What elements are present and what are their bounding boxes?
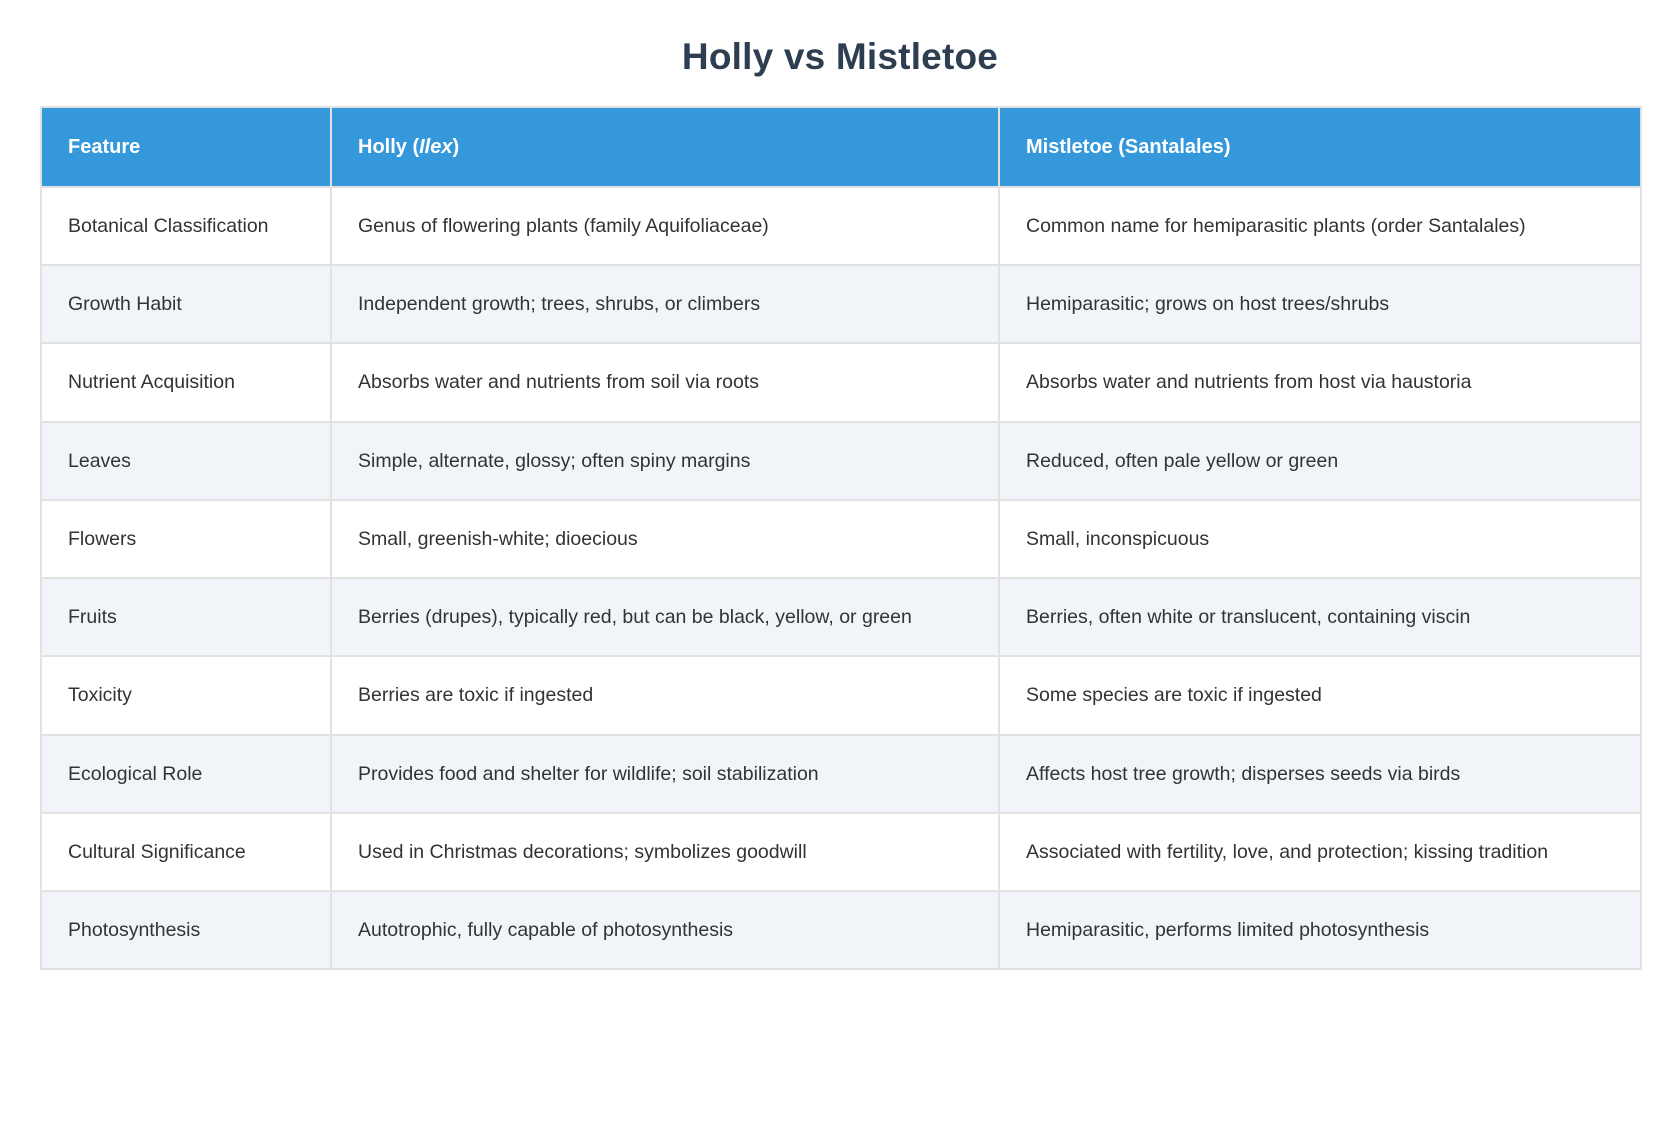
- holly-cell: Berries (drupes), typically red, but can…: [330, 577, 1000, 658]
- table-row: Photosynthesis Autotrophic, fully capabl…: [40, 889, 1642, 971]
- header-feature: Feature: [40, 106, 332, 188]
- feature-cell: Nutrient Acquisition: [40, 342, 332, 423]
- mistletoe-cell: Reduced, often pale yellow or green: [998, 420, 1642, 501]
- table-body: Botanical Classification Genus of flower…: [40, 185, 1642, 971]
- comparison-table: Feature Holly (Ilex) Mistletoe (Santalal…: [40, 106, 1642, 971]
- table-header: Feature Holly (Ilex) Mistletoe (Santalal…: [40, 106, 1642, 188]
- holly-cell: Berries are toxic if ingested: [330, 655, 1000, 736]
- header-mistletoe-label: Mistletoe (Santalales): [1026, 135, 1231, 158]
- table-row: Botanical Classification Genus of flower…: [40, 185, 1642, 267]
- holly-cell: Provides food and shelter for wildlife; …: [330, 733, 1000, 814]
- feature-cell: Cultural Significance: [40, 811, 332, 892]
- header-holly-suffix: ): [452, 135, 460, 158]
- table-row: Ecological Role Provides food and shelte…: [40, 733, 1642, 814]
- holly-cell: Independent growth; trees, shrubs, or cl…: [330, 264, 1000, 345]
- mistletoe-cell: Affects host tree growth; disperses seed…: [998, 733, 1642, 814]
- feature-cell: Botanical Classification: [40, 185, 332, 267]
- feature-cell: Flowers: [40, 498, 332, 580]
- table-row: Growth Habit Independent growth; trees, …: [40, 264, 1642, 345]
- feature-cell: Photosynthesis: [40, 889, 332, 971]
- mistletoe-cell: Berries, often white or translucent, con…: [998, 577, 1642, 658]
- holly-cell: Small, greenish-white; dioecious: [330, 498, 1000, 580]
- holly-cell: Autotrophic, fully capable of photosynth…: [330, 889, 1000, 971]
- mistletoe-cell: Associated with fertility, love, and pro…: [998, 811, 1642, 892]
- page-title: Holly vs Mistletoe: [681, 36, 999, 77]
- table-row: Nutrient Acquisition Absorbs water and n…: [40, 342, 1642, 423]
- header-feature-label: Feature: [68, 135, 141, 158]
- feature-cell: Toxicity: [40, 655, 332, 736]
- holly-cell: Simple, alternate, glossy; often spiny m…: [330, 420, 1000, 501]
- header-holly-genus: Ilex: [419, 135, 453, 158]
- holly-cell: Used in Christmas decorations; symbolize…: [330, 811, 1000, 892]
- header-holly-prefix: Holly (: [358, 135, 420, 158]
- mistletoe-cell: Absorbs water and nutrients from host vi…: [998, 342, 1642, 423]
- mistletoe-cell: Common name for hemiparasitic plants (or…: [998, 185, 1642, 267]
- mistletoe-cell: Small, inconspicuous: [998, 498, 1642, 580]
- table-row: Flowers Small, greenish-white; dioecious…: [40, 498, 1642, 580]
- mistletoe-cell: Hemiparasitic; grows on host trees/shrub…: [998, 264, 1642, 345]
- table-row: Fruits Berries (drupes), typically red, …: [40, 577, 1642, 658]
- feature-cell: Ecological Role: [40, 733, 332, 814]
- table-row: Leaves Simple, alternate, glossy; often …: [40, 420, 1642, 501]
- header-holly: Holly (Ilex): [330, 106, 1000, 188]
- holly-cell: Absorbs water and nutrients from soil vi…: [330, 342, 1000, 423]
- mistletoe-cell: Some species are toxic if ingested: [998, 655, 1642, 736]
- feature-cell: Growth Habit: [40, 264, 332, 345]
- header-mistletoe: Mistletoe (Santalales): [998, 106, 1642, 188]
- holly-cell: Genus of flowering plants (family Aquifo…: [330, 185, 1000, 267]
- table-row: Toxicity Berries are toxic if ingested S…: [40, 655, 1642, 736]
- feature-cell: Fruits: [40, 577, 332, 658]
- table-row: Cultural Significance Used in Christmas …: [40, 811, 1642, 892]
- feature-cell: Leaves: [40, 420, 332, 501]
- header-row: Feature Holly (Ilex) Mistletoe (Santalal…: [40, 106, 1642, 188]
- mistletoe-cell: Hemiparasitic, performs limited photosyn…: [998, 889, 1642, 971]
